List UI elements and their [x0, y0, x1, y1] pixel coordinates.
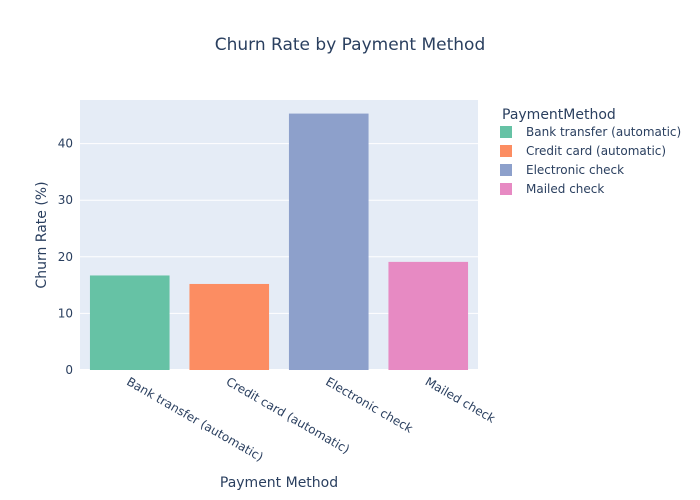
y-tick-label: 10	[58, 306, 73, 320]
bar-credit-card-automatic	[189, 283, 270, 370]
bar-bank-transfer-automatic	[89, 275, 170, 370]
legend-swatch	[500, 183, 512, 195]
legend-title: PaymentMethod	[502, 107, 616, 123]
legend-swatch	[500, 145, 512, 157]
legend-item-label: Bank transfer (automatic)	[526, 125, 681, 139]
y-axis-ticks: 0 10 20 30 40	[58, 137, 73, 377]
legend-swatch	[500, 164, 512, 176]
legend-item-label: Mailed check	[526, 182, 604, 196]
legend-swatch	[500, 126, 512, 138]
chart-title: Churn Rate by Payment Method	[215, 35, 486, 55]
bar-mailed-check	[388, 261, 469, 370]
y-tick-label: 30	[58, 193, 73, 207]
legend: PaymentMethod Bank transfer (automatic) C…	[500, 107, 681, 196]
x-axis-title: Payment Method	[220, 475, 338, 491]
y-tick-label: 20	[58, 250, 73, 264]
bar-electronic-check	[288, 113, 369, 371]
y-tick-label: 40	[58, 137, 73, 151]
legend-item-label: Electronic check	[526, 163, 624, 177]
y-axis-title: Churn Rate (%)	[34, 181, 50, 288]
y-tick-label: 0	[65, 363, 73, 377]
legend-item-label: Credit card (automatic)	[526, 144, 666, 158]
bars	[89, 113, 469, 371]
